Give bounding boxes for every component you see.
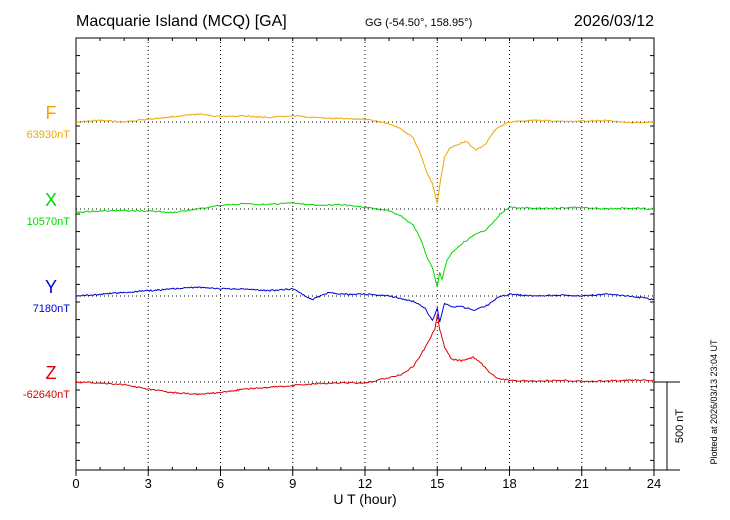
x-tick-label: 15 — [430, 476, 444, 491]
x-tick-label: 12 — [358, 476, 372, 491]
scale-bar: 500 nT — [654, 381, 686, 471]
baseline-value-y: 7180nT — [33, 303, 71, 315]
x-tick-label: 18 — [502, 476, 516, 491]
series-line-z — [75, 315, 655, 396]
x-tick-label: 24 — [647, 476, 661, 491]
component-label-x: X — [45, 190, 57, 210]
grid-layer — [147, 38, 583, 470]
x-tick-label: 6 — [217, 476, 224, 491]
date-label: 2026/03/12 — [574, 13, 654, 30]
component-label-z: Z — [46, 363, 57, 383]
baseline-value-f: 63930nT — [27, 129, 71, 141]
x-tick-label: 0 — [72, 476, 79, 491]
baseline-layer — [76, 121, 654, 383]
station-coordinates: GG (-54.50°, 158.95°) — [365, 17, 472, 29]
station-title: Macquarie Island (MCQ) [GA] — [76, 13, 287, 30]
x-tick-label: 21 — [575, 476, 589, 491]
scale-bar-label: 500 nT — [674, 409, 686, 444]
component-label-y: Y — [45, 277, 57, 297]
baseline-value-z: -62640nT — [23, 389, 70, 401]
series-line-y — [75, 286, 655, 323]
x-axis-title: U T (hour) — [333, 491, 396, 507]
component-label-f: F — [46, 103, 57, 123]
series-layer — [75, 113, 655, 396]
series-line-f — [75, 113, 655, 204]
plotted-timestamp: Plotted at 2026/03/13 23:04 UT — [709, 339, 719, 465]
x-tick-label: 9 — [289, 476, 296, 491]
x-tick-layer: 0 3 6 9 12 15 18 21 24 — [72, 37, 661, 491]
series-line-x — [75, 202, 655, 287]
component-label-layer: F 63930nT X 10570nT Y 7180nT Z -62640nT — [23, 103, 70, 401]
x-tick-label: 3 — [145, 476, 152, 491]
baseline-value-x: 10570nT — [27, 216, 71, 228]
